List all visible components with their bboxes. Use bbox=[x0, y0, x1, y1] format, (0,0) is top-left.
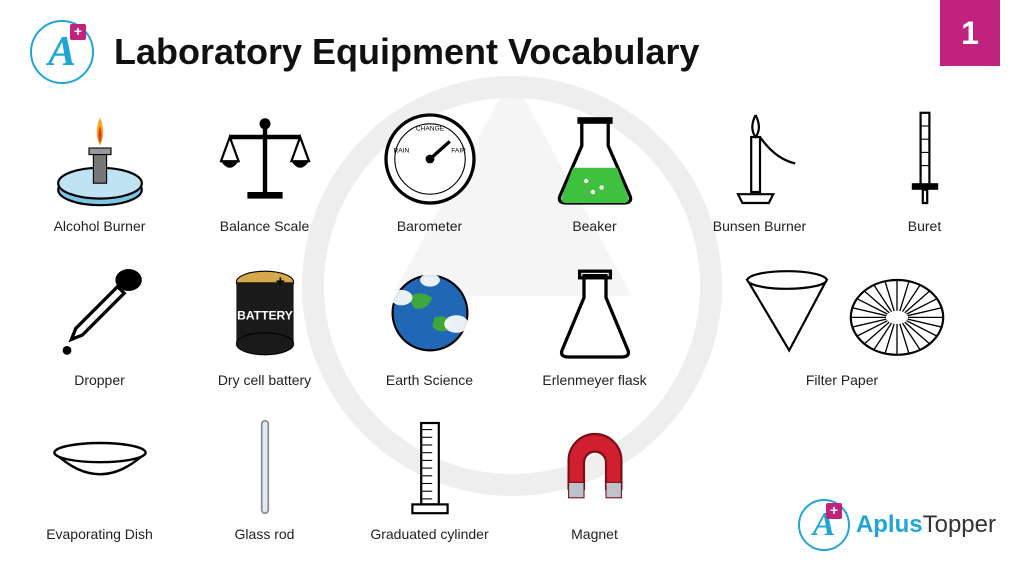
glass-rod-icon bbox=[205, 412, 325, 522]
equipment-item: Filter Paper bbox=[680, 258, 1004, 404]
header: A + Laboratory Equipment Vocabulary 1 bbox=[0, 0, 1024, 94]
equipment-label: Beaker bbox=[572, 218, 616, 250]
evaporating-dish-icon bbox=[40, 412, 160, 522]
footer-prefix: Aplus bbox=[856, 511, 923, 538]
equipment-item: Alcohol Burner bbox=[20, 104, 179, 250]
footer-brand-text: AplusTopper bbox=[856, 511, 996, 539]
earth-icon bbox=[370, 258, 490, 368]
equipment-item: Evaporating Dish bbox=[20, 412, 179, 558]
erlenmeyer-icon bbox=[535, 258, 655, 368]
equipment-label: Earth Science bbox=[386, 372, 473, 404]
equipment-item: Glass rod bbox=[185, 412, 344, 558]
footer-logo-plus-icon: + bbox=[826, 503, 842, 519]
equipment-label: Bunsen Burner bbox=[713, 218, 806, 250]
equipment-item: Balance Scale bbox=[185, 104, 344, 250]
equipment-item: Earth Science bbox=[350, 258, 509, 404]
equipment-item: Buret bbox=[845, 104, 1004, 250]
equipment-item: Bunsen Burner bbox=[680, 104, 839, 250]
footer-logo-icon: A + bbox=[798, 499, 850, 551]
equipment-label: Dropper bbox=[74, 372, 125, 404]
svg-text:BATTERY: BATTERY bbox=[237, 309, 293, 323]
equipment-label: Filter Paper bbox=[806, 372, 878, 404]
equipment-label: Graduated cylinder bbox=[370, 526, 488, 558]
svg-text:+: + bbox=[275, 274, 284, 291]
equipment-label: Evaporating Dish bbox=[46, 526, 153, 558]
footer-suffix: Topper bbox=[923, 511, 996, 538]
magnet-icon bbox=[535, 412, 655, 522]
svg-text:RAIN: RAIN bbox=[393, 147, 409, 154]
buret-icon bbox=[865, 104, 985, 214]
equipment-item: Magnet bbox=[515, 412, 674, 558]
svg-text:CHANGE: CHANGE bbox=[415, 125, 444, 132]
brand-logo-icon: A + bbox=[30, 20, 94, 84]
alcohol-burner-icon bbox=[40, 104, 160, 214]
equipment-label: Balance Scale bbox=[220, 218, 310, 250]
battery-icon: BATTERY + bbox=[205, 258, 325, 368]
balance-scale-icon bbox=[205, 104, 325, 214]
page-title: Laboratory Equipment Vocabulary bbox=[114, 31, 994, 73]
footer-brand: A + AplusTopper bbox=[798, 499, 996, 551]
equipment-label: Alcohol Burner bbox=[54, 218, 146, 250]
equipment-item: CHANGE RAIN FAIR Barometer bbox=[350, 104, 509, 250]
equipment-grid: Alcohol Burner Balance Scale CHANGE RAIN FAI… bbox=[0, 94, 1024, 558]
equipment-label: Buret bbox=[908, 218, 941, 250]
equipment-label: Glass rod bbox=[235, 526, 295, 558]
equipment-label: Magnet bbox=[571, 526, 618, 558]
equipment-item: Dropper bbox=[20, 258, 179, 404]
svg-text:FAIR: FAIR bbox=[451, 147, 466, 154]
equipment-item: Erlenmeyer flask bbox=[515, 258, 674, 404]
beaker-icon bbox=[535, 104, 655, 214]
equipment-label: Erlenmeyer flask bbox=[542, 372, 646, 404]
equipment-label: Dry cell battery bbox=[218, 372, 311, 404]
equipment-label: Barometer bbox=[397, 218, 462, 250]
equipment-item: Graduated cylinder bbox=[350, 412, 509, 558]
logo-plus-icon: + bbox=[70, 24, 86, 40]
equipment-item: Beaker bbox=[515, 104, 674, 250]
slide-number-badge: 1 bbox=[940, 0, 1000, 66]
graduated-cylinder-icon bbox=[370, 412, 490, 522]
dropper-icon bbox=[40, 258, 160, 368]
equipment-item: BATTERY + Dry cell battery bbox=[185, 258, 344, 404]
filter-paper-icon bbox=[722, 258, 962, 368]
barometer-icon: CHANGE RAIN FAIR bbox=[370, 104, 490, 214]
bunsen-burner-icon bbox=[700, 104, 820, 214]
